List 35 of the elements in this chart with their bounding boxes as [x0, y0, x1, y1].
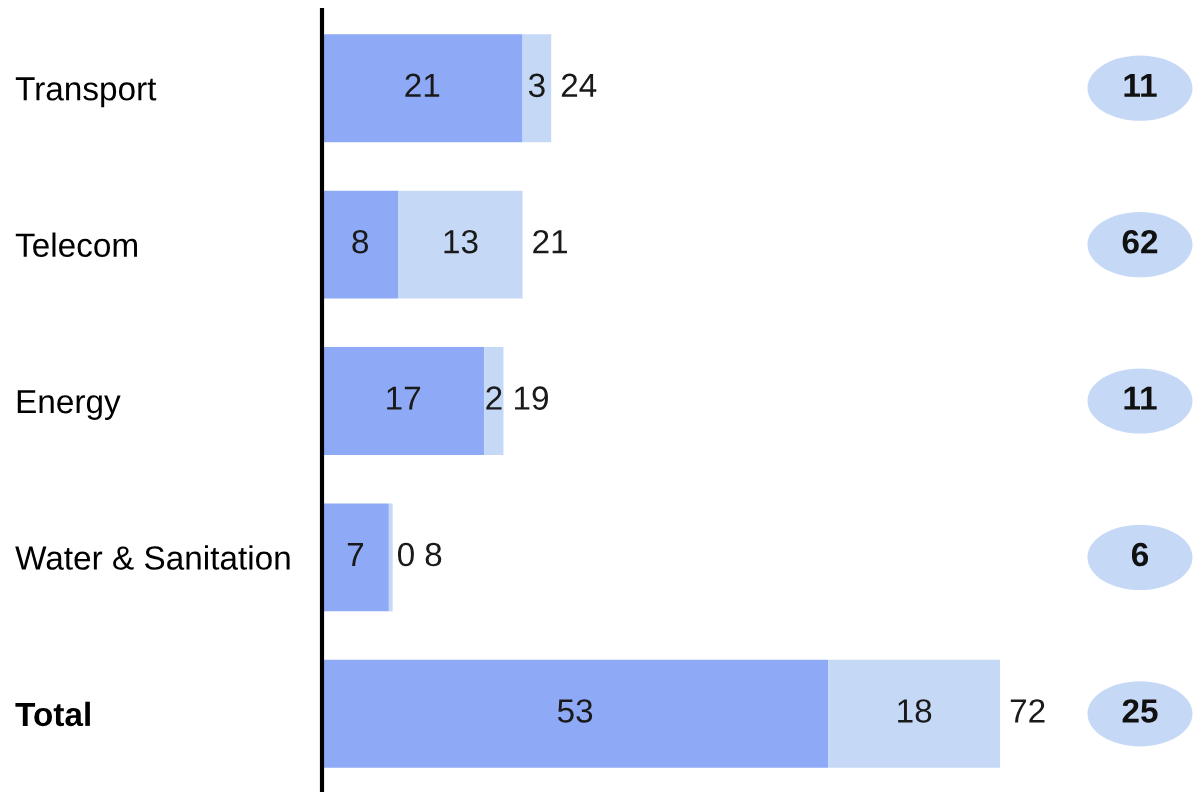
- data-label: 17: [387, 386, 421, 410]
- total-label: 21: [533, 229, 568, 254]
- data-label: 7: [347, 543, 364, 567]
- y-tick-label: Water & Sanitation: [15, 545, 290, 570]
- total-label: 8: [425, 542, 442, 567]
- text: 11: [1124, 73, 1157, 97]
- bar: [322, 347, 485, 455]
- total-label: 19: [515, 386, 548, 410]
- text: 11: [1124, 386, 1157, 410]
- y-tick-label: Telecom: [15, 232, 137, 258]
- bar: [322, 34, 523, 143]
- bar: [322, 503, 389, 612]
- bar: [388, 503, 393, 612]
- data-label: 2: [486, 386, 502, 410]
- text: 6: [1131, 542, 1149, 567]
- bar: [522, 34, 552, 143]
- text: 62: [1122, 229, 1158, 254]
- y-tick-label: Energy: [17, 390, 121, 420]
- data-label: 21: [405, 73, 440, 97]
- y-tick-label: Transport: [15, 77, 157, 108]
- bar: [398, 190, 523, 299]
- data-label: 3: [528, 73, 545, 98]
- data-label: 53: [557, 699, 593, 723]
- data-label: 13: [444, 229, 478, 254]
- bar: [828, 659, 1001, 768]
- text: 25: [1122, 699, 1158, 723]
- data-label: 0: [397, 542, 414, 567]
- y-tick-label: Total: [15, 701, 90, 727]
- bar: [484, 347, 504, 455]
- data-label: 18: [898, 699, 932, 723]
- total-label: 72: [1010, 699, 1045, 723]
- bar: [322, 190, 399, 299]
- bar: [322, 659, 829, 768]
- data-label: 8: [352, 229, 369, 254]
- total-label: 24: [561, 73, 597, 97]
